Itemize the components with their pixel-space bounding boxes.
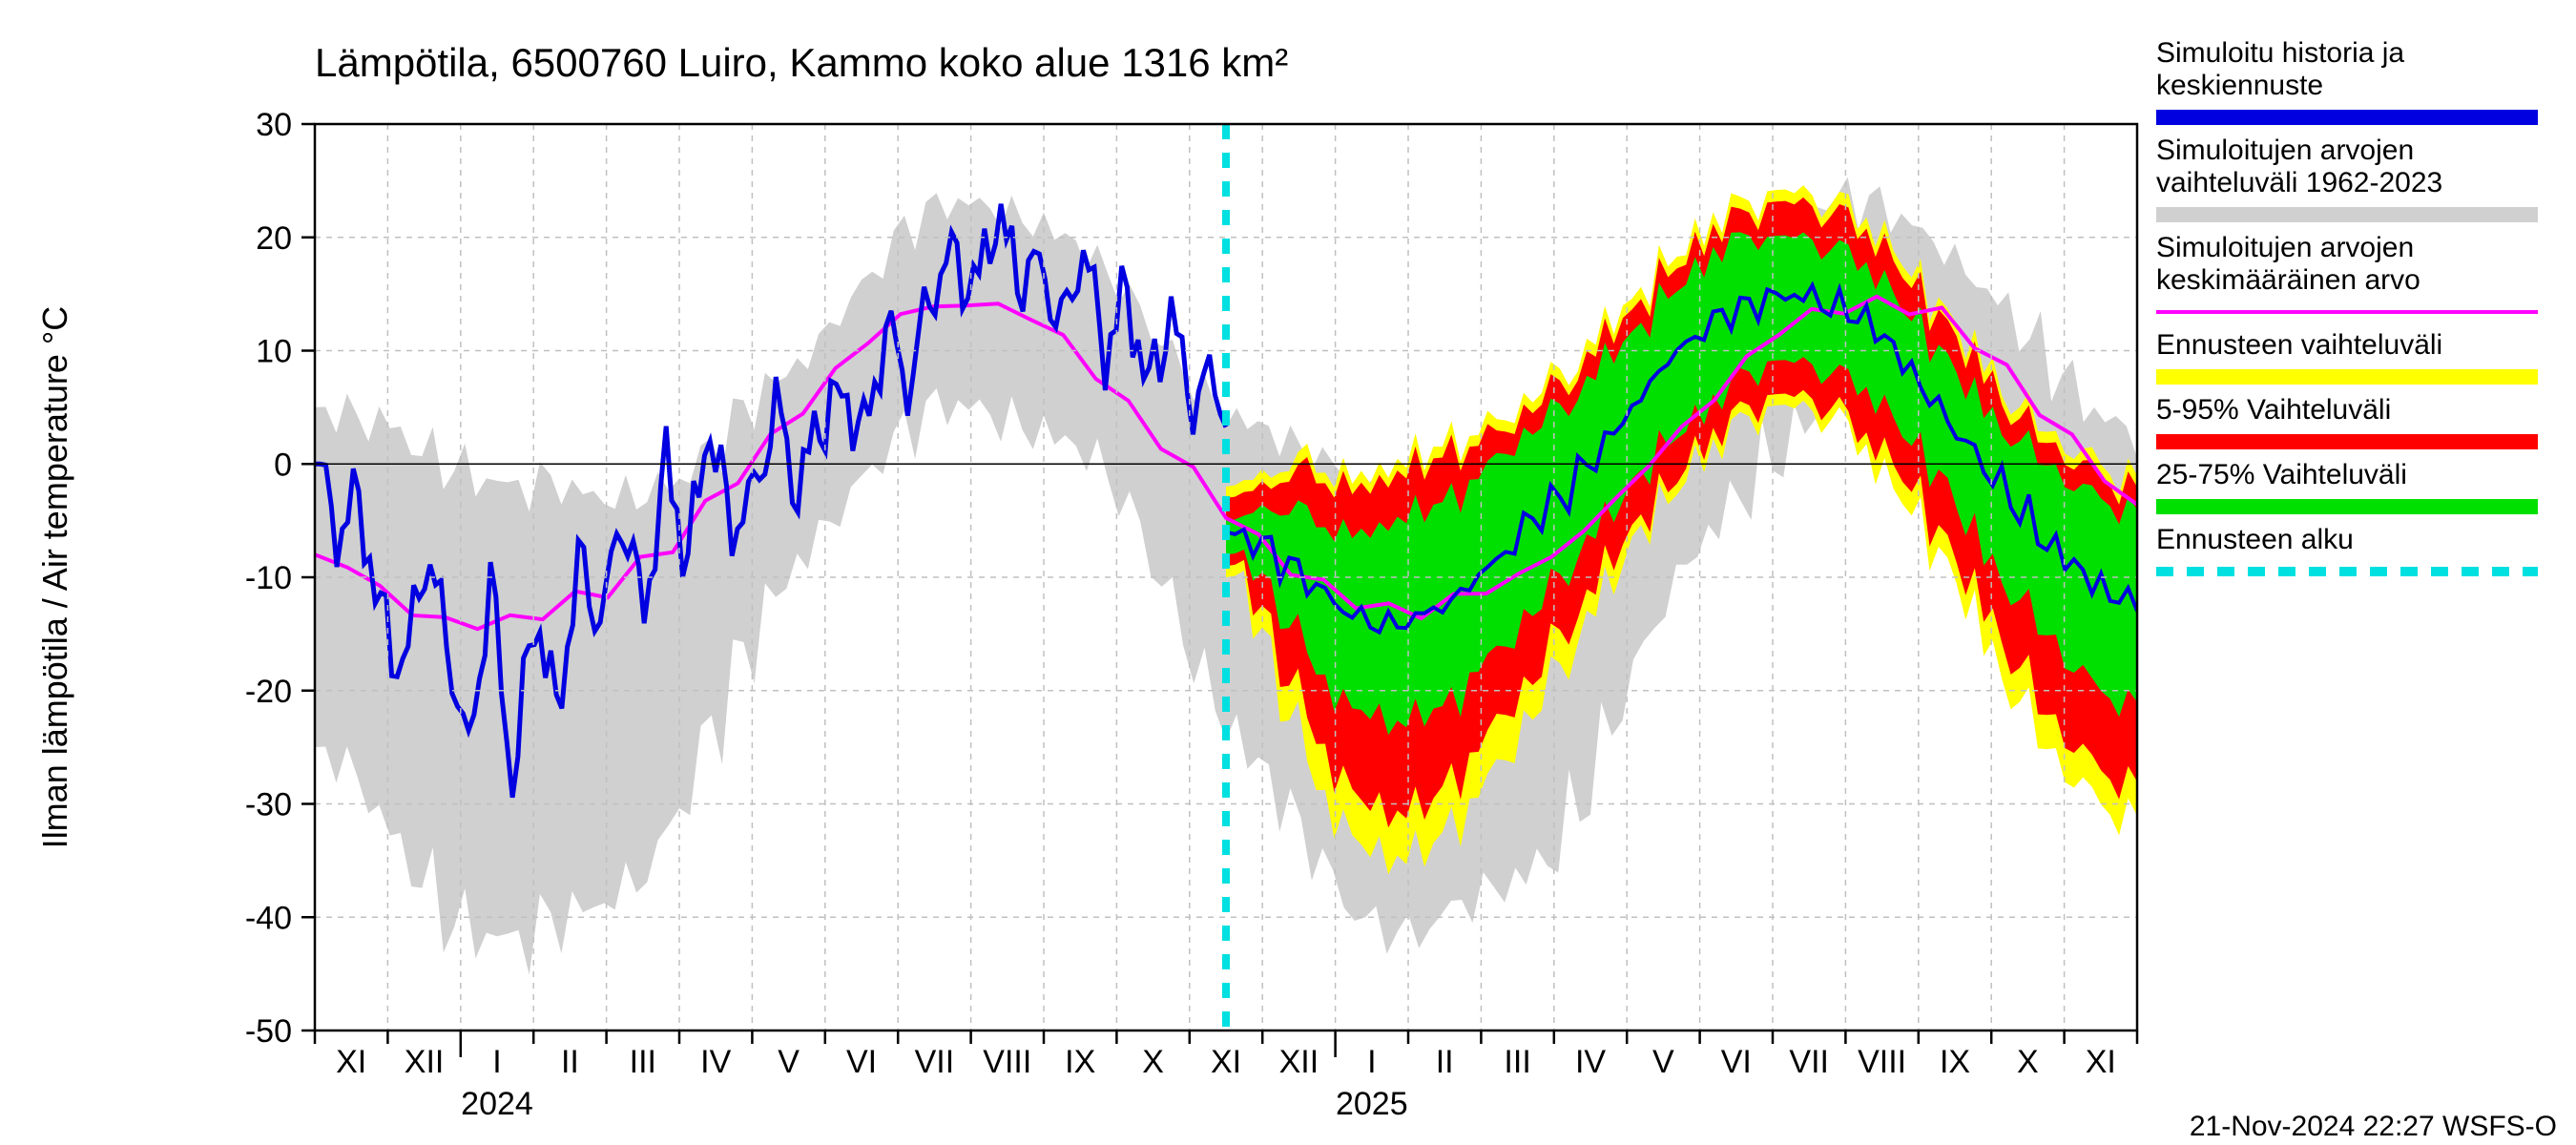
y-tick-label: -30 [245,787,292,823]
x-month-label: XI [336,1044,366,1080]
legend-swatch [2156,499,2538,514]
x-month-label: VII [1789,1044,1829,1080]
x-month-label: VII [915,1044,955,1080]
x-month-label: V [1652,1044,1674,1080]
y-tick-label: 30 [256,107,292,143]
x-month-label: III [630,1044,656,1080]
y-tick-label: 20 [256,220,292,257]
legend-label: Simuloitujen arvojen [2156,232,2414,263]
legend-swatch [2156,434,2538,449]
legend-label: Ennusteen vaihteluväli [2156,329,2442,361]
legend-label: Simuloitu historia ja [2156,37,2404,69]
chart-footer: 21-Nov-2024 22:27 WSFS-O [2190,1111,2557,1142]
legend-label: keskimääräinen arvo [2156,264,2420,296]
x-month-label: III [1504,1044,1530,1080]
y-tick-label: -20 [245,674,292,710]
x-month-label: X [2017,1044,2039,1080]
x-month-label: IV [1575,1044,1606,1080]
legend-label: 25-75% Vaihteluväli [2156,459,2407,490]
x-year-label: 2025 [1336,1086,1408,1122]
chart-svg: -50-40-30-20-100102030XIXIIIIIIIIIVVVIVI… [0,0,2576,1145]
x-month-label: I [492,1044,501,1080]
legend-swatch [2156,369,2538,385]
x-month-label: VIII [983,1044,1031,1080]
temperature-chart: -50-40-30-20-100102030XIXIIIIIIIIIVVVIVI… [0,0,2576,1145]
x-month-label: XI [2086,1044,2116,1080]
y-tick-label: 10 [256,334,292,370]
legend-swatch [2156,110,2538,125]
x-month-label: IX [1940,1044,1970,1080]
x-month-label: VIII [1858,1044,1906,1080]
chart-title: Lämpötila, 6500760 Luiro, Kammo koko alu… [315,40,1288,85]
x-month-label: XII [1279,1044,1319,1080]
x-year-label: 2024 [461,1086,533,1122]
x-month-label: XII [405,1044,445,1080]
legend-swatch [2156,207,2538,222]
y-tick-label: -40 [245,900,292,936]
x-month-label: X [1142,1044,1164,1080]
legend-label: 5-95% Vaihteluväli [2156,394,2391,426]
y-axis-label: Ilman lämpötila / Air temperature °C [35,306,74,849]
x-month-label: IX [1065,1044,1095,1080]
x-month-label: II [561,1044,579,1080]
y-tick-label: -50 [245,1013,292,1050]
legend-label: Ennusteen alku [2156,524,2354,555]
legend-label: Simuloitujen arvojen [2156,135,2414,166]
legend-swatch [2156,310,2538,314]
legend-label: vaihteluväli 1962-2023 [2156,167,2442,198]
x-month-label: V [778,1044,800,1080]
x-month-label: XI [1211,1044,1241,1080]
x-month-label: II [1436,1044,1454,1080]
x-month-label: VI [846,1044,877,1080]
x-month-label: IV [700,1044,731,1080]
y-tick-label: 0 [274,447,292,483]
x-month-label: I [1367,1044,1376,1080]
x-month-label: VI [1721,1044,1752,1080]
legend-label: keskiennuste [2156,70,2323,101]
y-tick-label: -10 [245,560,292,596]
